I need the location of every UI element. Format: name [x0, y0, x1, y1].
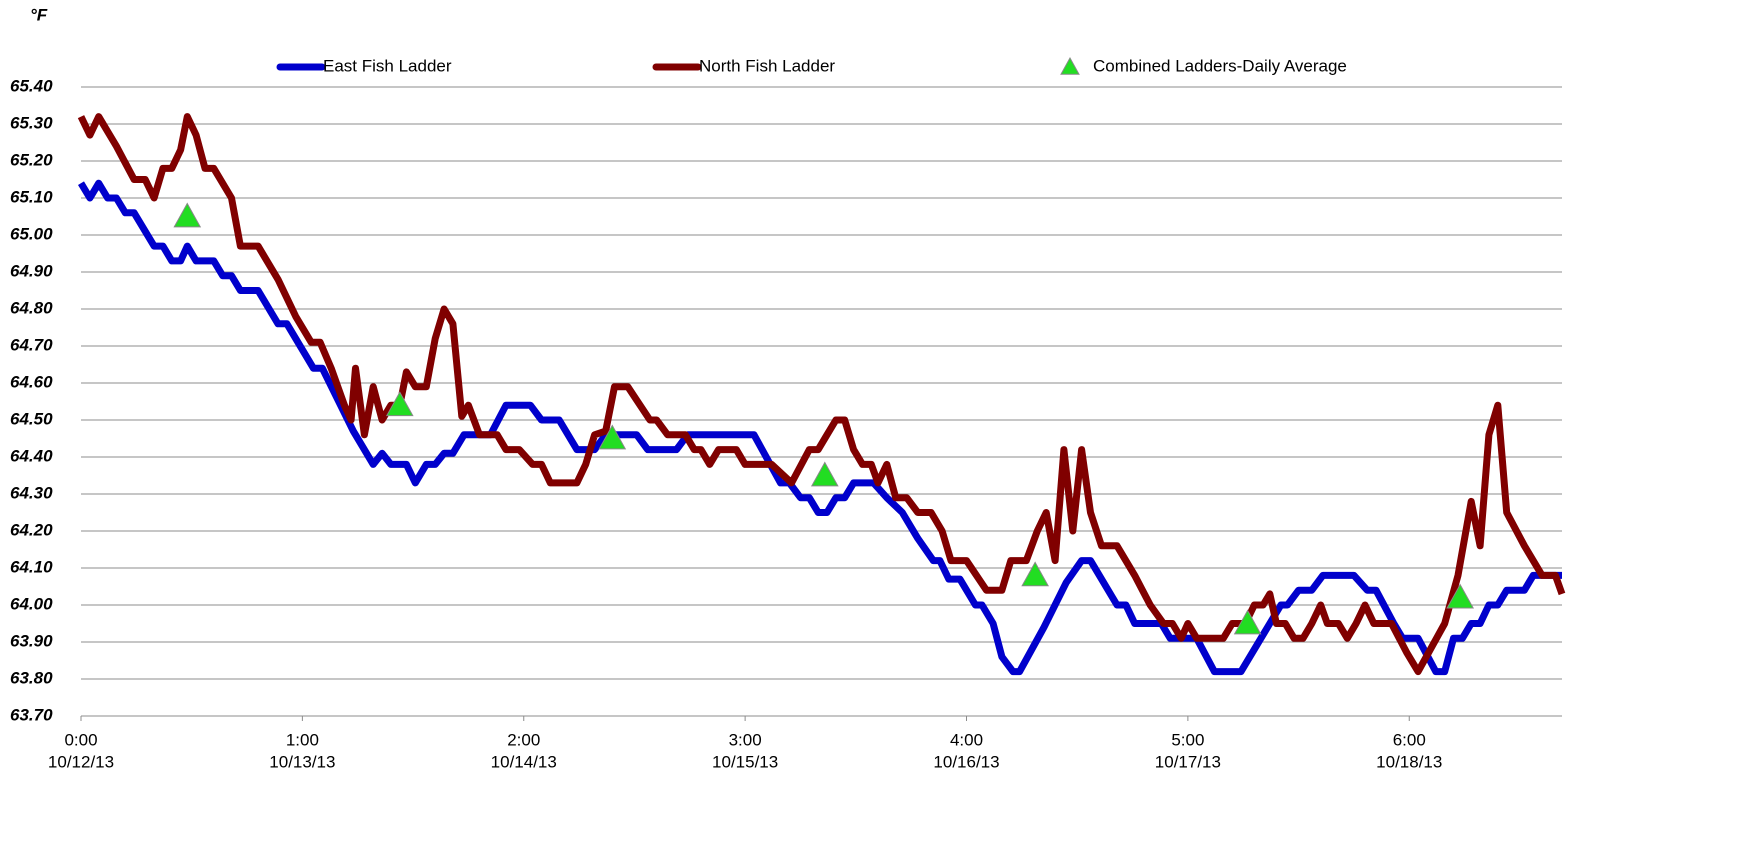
y-tick-label: 64.20	[10, 520, 53, 539]
x-tick-date: 10/14/13	[491, 752, 557, 771]
y-tick-label: 64.00	[10, 594, 53, 613]
legend-label: Combined Ladders-Daily Average	[1093, 56, 1347, 75]
average-marker	[598, 424, 627, 450]
average-marker	[810, 461, 839, 487]
y-tick-label: 64.50	[10, 409, 53, 428]
x-tick-label: 1:00	[286, 730, 319, 749]
legend-swatch	[1060, 56, 1080, 75]
x-tick-label: 5:00	[1171, 730, 1204, 749]
y-tick-label: 63.70	[10, 705, 53, 724]
x-tick-label: 6:00	[1393, 730, 1426, 749]
y-tick-label: 65.20	[10, 150, 53, 169]
y-tick-label: 64.40	[10, 446, 53, 465]
legend-label: East Fish Ladder	[323, 56, 452, 75]
unit-label: °F	[30, 5, 48, 24]
y-tick-label: 64.60	[10, 372, 53, 391]
x-tick-date: 10/16/13	[933, 752, 999, 771]
series-line	[78, 179, 1562, 676]
series-line	[77, 113, 1566, 676]
x-tick-date: 10/15/13	[712, 752, 778, 771]
y-tick-label: 65.00	[10, 224, 53, 243]
x-tick-label: 0:00	[64, 730, 97, 749]
x-tick-label: 4:00	[950, 730, 983, 749]
y-tick-label: 64.70	[10, 335, 53, 354]
x-tick-date: 10/18/13	[1376, 752, 1442, 771]
legend-label: North Fish Ladder	[699, 56, 835, 75]
y-tick-label: 65.40	[10, 76, 53, 95]
y-tick-label: 63.90	[10, 631, 53, 650]
average-marker	[1021, 561, 1049, 587]
x-tick-label: 2:00	[507, 730, 540, 749]
y-tick-label: 65.10	[10, 187, 53, 206]
average-marker	[1446, 583, 1475, 609]
average-marker	[1233, 609, 1262, 635]
x-tick-date: 10/17/13	[1155, 752, 1221, 771]
average-marker	[385, 391, 414, 417]
average-marker	[173, 202, 202, 228]
y-tick-label: 64.80	[10, 298, 53, 317]
y-tick-label: 64.30	[10, 483, 53, 502]
y-tick-label: 64.90	[10, 261, 53, 280]
y-tick-label: 63.80	[10, 668, 53, 687]
x-tick-date: 10/13/13	[269, 752, 335, 771]
x-tick-label: 3:00	[729, 730, 762, 749]
y-tick-label: 64.10	[10, 557, 53, 576]
x-tick-date: 10/12/13	[48, 752, 114, 771]
y-tick-label: 65.30	[10, 113, 53, 132]
